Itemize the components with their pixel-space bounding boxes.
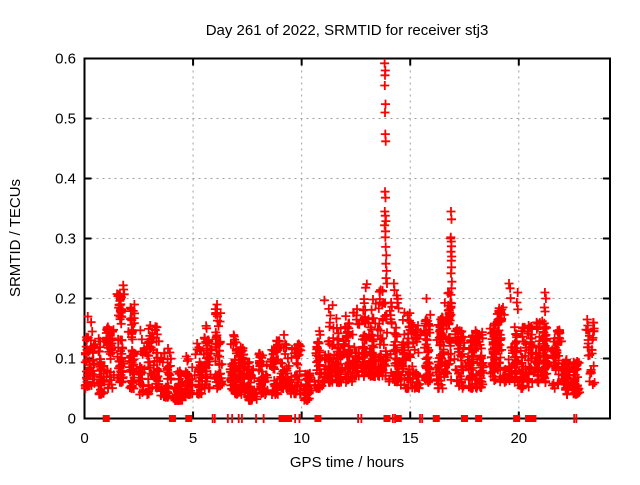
y-axis-label: SRMTID / TECUs [7,179,24,297]
zero-square-marker [529,415,537,422]
zero-square-marker [278,415,286,422]
y-tick-label: 0.6 [55,51,76,68]
x-tick-label: 0 [80,430,88,447]
y-tick-label: 0 [68,411,76,428]
zero-square-marker [314,415,322,422]
zero-square-marker [102,415,110,422]
zero-square-marker [383,415,391,422]
zero-square-marker [185,415,193,422]
y-tick-label: 0.2 [55,291,76,308]
zero-square-marker [394,415,402,422]
x-axis-label: GPS time / hours [290,454,404,471]
y-tick-label: 0.4 [55,171,76,188]
y-tick-label: 0.1 [55,351,76,368]
x-tick-label: 15 [402,430,419,447]
zero-square-marker [461,415,469,422]
zero-square-marker [525,415,533,422]
zero-square-marker [432,415,440,422]
data-point-markers [80,58,600,405]
zero-square-marker [285,415,293,422]
y-tick-label: 0.5 [55,111,76,128]
scatter-points [80,58,600,405]
x-tick-label: 20 [510,430,527,447]
zero-square-marker [475,415,483,422]
chart-title: Day 261 of 2022, SRMTID for receiver stj… [206,22,489,39]
tick-labels: 0 5 10 15 20 0 0.1 0.2 0.3 0.4 0.5 0.6 [55,51,527,448]
zero-square-marker [168,415,176,422]
y-tick-label: 0.3 [55,231,76,248]
zero-square-marker [513,415,521,422]
x-tick-label: 5 [189,430,197,447]
zero-value-markers [102,414,578,423]
x-tick-label: 10 [293,430,310,447]
